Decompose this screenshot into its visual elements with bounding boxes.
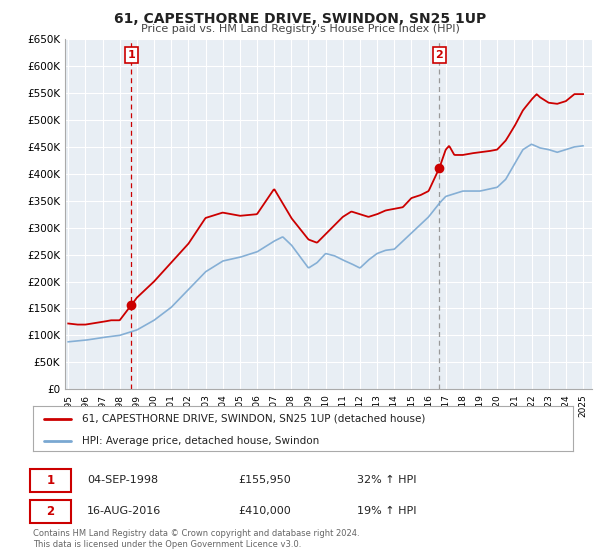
Text: 16-AUG-2016: 16-AUG-2016 bbox=[87, 506, 161, 516]
Text: 04-SEP-1998: 04-SEP-1998 bbox=[87, 475, 158, 486]
Text: Price paid vs. HM Land Registry's House Price Index (HPI): Price paid vs. HM Land Registry's House … bbox=[140, 24, 460, 34]
Text: 32% ↑ HPI: 32% ↑ HPI bbox=[357, 475, 416, 486]
Text: 19% ↑ HPI: 19% ↑ HPI bbox=[357, 506, 416, 516]
Text: £410,000: £410,000 bbox=[238, 506, 291, 516]
Text: HPI: Average price, detached house, Swindon: HPI: Average price, detached house, Swin… bbox=[82, 436, 319, 446]
Text: 61, CAPESTHORNE DRIVE, SWINDON, SN25 1UP (detached house): 61, CAPESTHORNE DRIVE, SWINDON, SN25 1UP… bbox=[82, 413, 425, 423]
Text: 1: 1 bbox=[127, 50, 135, 60]
FancyBboxPatch shape bbox=[30, 500, 71, 523]
Text: 2: 2 bbox=[46, 505, 55, 518]
Text: 1: 1 bbox=[46, 474, 55, 487]
Text: 2: 2 bbox=[436, 50, 443, 60]
Text: 61, CAPESTHORNE DRIVE, SWINDON, SN25 1UP: 61, CAPESTHORNE DRIVE, SWINDON, SN25 1UP bbox=[114, 12, 486, 26]
FancyBboxPatch shape bbox=[30, 469, 71, 492]
Text: £155,950: £155,950 bbox=[238, 475, 291, 486]
Text: Contains HM Land Registry data © Crown copyright and database right 2024.
This d: Contains HM Land Registry data © Crown c… bbox=[33, 529, 359, 549]
